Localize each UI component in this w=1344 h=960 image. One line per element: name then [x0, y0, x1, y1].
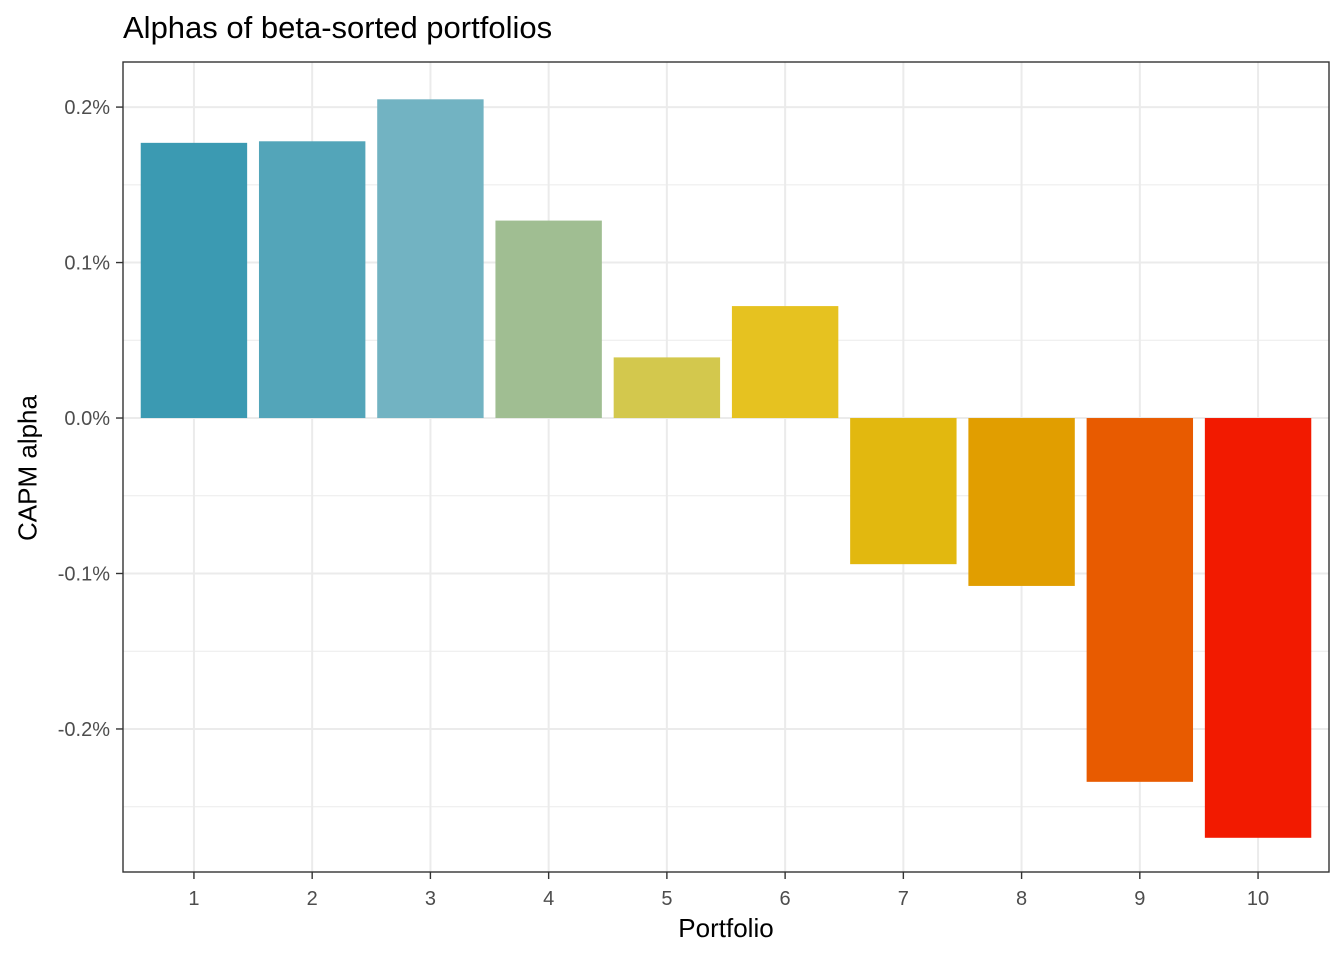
x-tick-label: 1: [188, 888, 199, 910]
bar-portfolio-5: [613, 357, 721, 419]
y-axis: 0.2% 0.1% 0.0% -0.1% -0.2%: [58, 97, 123, 741]
y-tick-label: 0.0%: [64, 408, 110, 430]
bar-portfolio-9: [1086, 418, 1194, 782]
y-tick-label: 0.2%: [64, 97, 110, 119]
x-tick-label: 3: [425, 888, 436, 910]
plot-border: [122, 61, 1330, 873]
x-tick-label: 10: [1247, 888, 1269, 910]
x-axis-title: Portfolio: [678, 913, 774, 943]
x-tick-label: 2: [307, 888, 318, 910]
x-axis: 1 2 3 4 5 6 7 8 9 10: [188, 872, 1269, 910]
bar-portfolio-3: [377, 99, 484, 419]
bar-portfolio-8: [968, 418, 1075, 586]
y-tick-label: 0.1%: [64, 253, 110, 275]
x-tick-label: 4: [543, 888, 554, 910]
x-tick-label: 6: [780, 888, 791, 910]
bar-series: [140, 99, 1312, 838]
bar-portfolio-6: [731, 306, 839, 419]
bar-portfolio-10: [1204, 418, 1312, 838]
bar-portfolio-2: [258, 141, 366, 419]
bar-portfolio-7: [850, 418, 957, 565]
y-tick-label: -0.1%: [58, 563, 110, 585]
bar-portfolio-4: [495, 220, 602, 419]
x-tick-label: 9: [1134, 888, 1145, 910]
bar-portfolio-1: [140, 142, 248, 419]
x-tick-label: 5: [661, 888, 672, 910]
chart-title: Alphas of beta-sorted portfolios: [123, 10, 553, 45]
y-tick-label: -0.2%: [58, 719, 110, 741]
x-tick-label: 7: [898, 888, 909, 910]
x-tick-label: 8: [1016, 888, 1027, 910]
y-axis-title: CAPM alpha: [12, 395, 43, 541]
